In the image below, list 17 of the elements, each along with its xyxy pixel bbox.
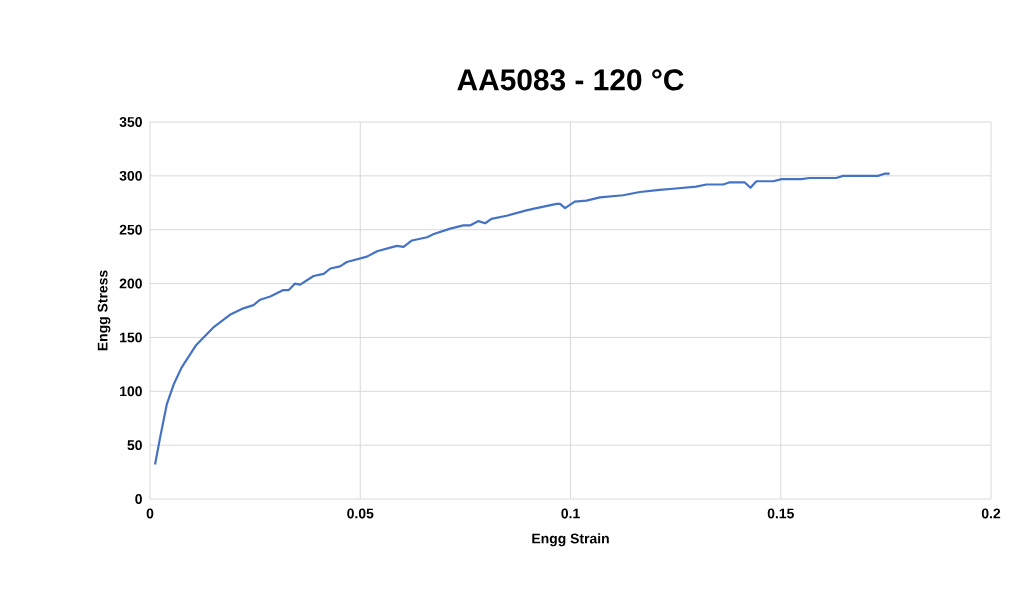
chart-title: AA5083 - 120 °C xyxy=(457,69,684,91)
y-tick-label: 350 xyxy=(119,117,142,127)
y-tick-label: 50 xyxy=(127,440,142,451)
y-tick-label: 200 xyxy=(119,278,142,289)
y-tick-label: 250 xyxy=(119,224,142,235)
y-tick-label: 300 xyxy=(119,170,142,181)
x-tick-label: 0.05 xyxy=(347,508,374,519)
y-tick-label: 150 xyxy=(120,332,142,343)
x-tick-label: 0.1 xyxy=(561,508,580,519)
x-tick-label: 0.15 xyxy=(767,508,794,519)
x-tick-label: 0 xyxy=(146,508,154,519)
y-axis-title: Engg Stress xyxy=(97,270,111,351)
line-series xyxy=(153,172,891,466)
x-axis-title: Engg Strain xyxy=(532,533,609,547)
x-tick-label: 0.2 xyxy=(981,508,1001,519)
y-tick-label: 0 xyxy=(135,494,142,504)
y-tick-label: 100 xyxy=(120,386,142,397)
